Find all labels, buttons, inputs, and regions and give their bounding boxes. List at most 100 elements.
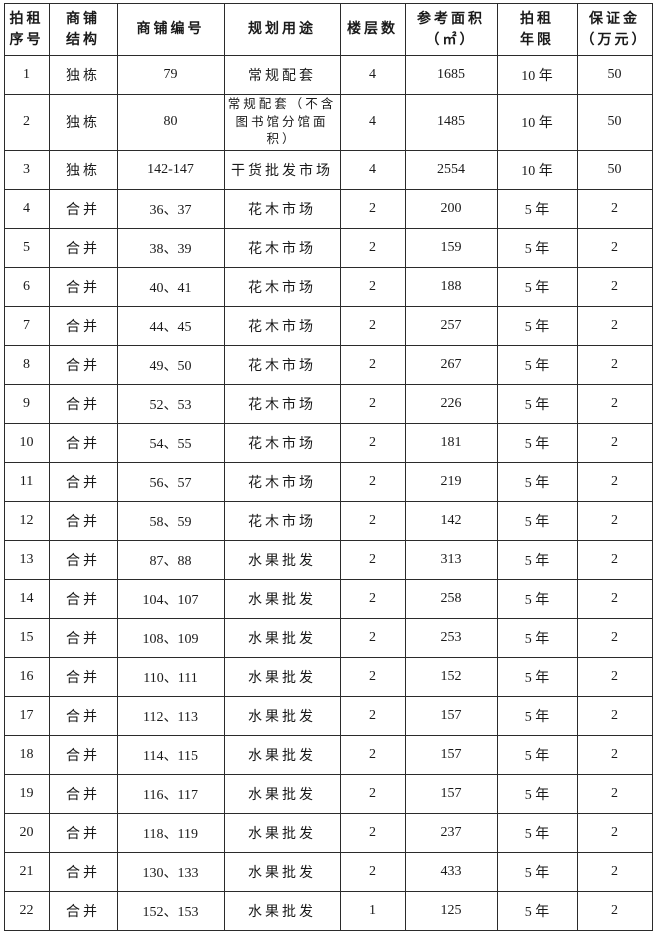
cell-area: 258 (404, 578, 498, 619)
cell-use: 水果批发 (223, 773, 341, 814)
cell-area: 125 (404, 890, 498, 931)
cell-shop-no: 104、107 (116, 578, 225, 619)
cell-shop-no: 40、41 (116, 266, 225, 307)
cell-deposit: 2 (576, 539, 653, 580)
cell-deposit: 2 (576, 734, 653, 775)
cell-use: 水果批发 (223, 617, 341, 658)
cell-term: 5 年 (496, 578, 578, 619)
cell-seq: 6 (3, 266, 50, 307)
cell-structure: 合并 (48, 305, 118, 346)
cell-structure: 独栋 (48, 149, 118, 190)
cell-deposit: 2 (576, 656, 653, 697)
shop-rental-table: 拍租 序号 商铺 结构 商铺编号 规划用途 楼层数 参考面积 （㎡） 拍租 年限… (3, 3, 653, 931)
cell-floors: 4 (339, 55, 406, 95)
cell-structure: 独栋 (48, 94, 118, 151)
cell-deposit: 50 (576, 55, 653, 95)
cell-seq: 15 (3, 617, 50, 658)
cell-floors: 2 (339, 656, 406, 697)
cell-use: 常规配套 (223, 55, 341, 95)
cell-term: 5 年 (496, 656, 578, 697)
cell-use: 花木市场 (223, 461, 341, 502)
cell-seq: 14 (3, 578, 50, 619)
cell-seq: 12 (3, 500, 50, 541)
cell-term: 5 年 (496, 539, 578, 580)
cell-shop-no: 38、39 (116, 227, 225, 268)
cell-seq: 22 (3, 890, 50, 931)
cell-floors: 2 (339, 851, 406, 892)
cell-term: 5 年 (496, 461, 578, 502)
cell-use: 干货批发市场 (223, 149, 341, 190)
cell-floors: 2 (339, 383, 406, 424)
cell-deposit: 50 (576, 149, 653, 190)
cell-shop-no: 79 (116, 55, 225, 95)
col-header-deposit: 保证金 （万元） (576, 3, 653, 56)
cell-use: 花木市场 (223, 305, 341, 346)
cell-term: 5 年 (496, 422, 578, 463)
col-header-term: 拍租 年限 (496, 3, 578, 56)
cell-structure: 合并 (48, 812, 118, 853)
cell-term: 5 年 (496, 344, 578, 385)
cell-deposit: 2 (576, 305, 653, 346)
table-row: 1 独栋 79 常规配套 4 1685 10 年 50 (3, 55, 653, 95)
cell-use: 水果批发 (223, 890, 341, 931)
cell-area: 157 (404, 695, 498, 736)
col-header-structure: 商铺 结构 (48, 3, 118, 56)
col-header-shop-no: 商铺编号 (116, 3, 225, 56)
cell-floors: 2 (339, 266, 406, 307)
cell-area: 433 (404, 851, 498, 892)
cell-area: 267 (404, 344, 498, 385)
cell-deposit: 2 (576, 344, 653, 385)
cell-term: 10 年 (496, 55, 578, 95)
col-header-area: 参考面积 （㎡） (404, 3, 498, 56)
cell-use: 水果批发 (223, 734, 341, 775)
cell-shop-no: 36、37 (116, 188, 225, 229)
cell-term: 5 年 (496, 266, 578, 307)
table-header: 拍租 序号 商铺 结构 商铺编号 规划用途 楼层数 参考面积 （㎡） 拍租 年限… (3, 3, 653, 56)
cell-area: 226 (404, 383, 498, 424)
cell-floors: 2 (339, 188, 406, 229)
cell-structure: 合并 (48, 266, 118, 307)
cell-deposit: 2 (576, 266, 653, 307)
cell-floors: 2 (339, 227, 406, 268)
cell-floors: 2 (339, 305, 406, 346)
cell-area: 257 (404, 305, 498, 346)
cell-floors: 2 (339, 500, 406, 541)
cell-seq: 21 (3, 851, 50, 892)
cell-seq: 1 (3, 55, 50, 95)
cell-term: 10 年 (496, 94, 578, 151)
cell-deposit: 50 (576, 94, 653, 151)
cell-area: 2554 (404, 149, 498, 190)
cell-deposit: 2 (576, 851, 653, 892)
cell-shop-no: 56、57 (116, 461, 225, 502)
cell-deposit: 2 (576, 188, 653, 229)
cell-floors: 2 (339, 461, 406, 502)
cell-area: 1485 (404, 94, 498, 151)
cell-structure: 合并 (48, 227, 118, 268)
cell-deposit: 2 (576, 422, 653, 463)
cell-shop-no: 87、88 (116, 539, 225, 580)
cell-structure: 合并 (48, 344, 118, 385)
cell-seq: 7 (3, 305, 50, 346)
cell-shop-no: 114、115 (116, 734, 225, 775)
cell-use: 花木市场 (223, 266, 341, 307)
cell-use: 水果批发 (223, 851, 341, 892)
cell-shop-no: 152、153 (116, 890, 225, 931)
cell-seq: 10 (3, 422, 50, 463)
cell-floors: 2 (339, 695, 406, 736)
cell-area: 237 (404, 812, 498, 853)
cell-floors: 4 (339, 94, 406, 151)
cell-shop-no: 80 (116, 94, 225, 151)
cell-structure: 合并 (48, 851, 118, 892)
cell-floors: 2 (339, 812, 406, 853)
cell-structure: 合并 (48, 539, 118, 580)
cell-seq: 13 (3, 539, 50, 580)
cell-shop-no: 142-147 (116, 149, 225, 190)
